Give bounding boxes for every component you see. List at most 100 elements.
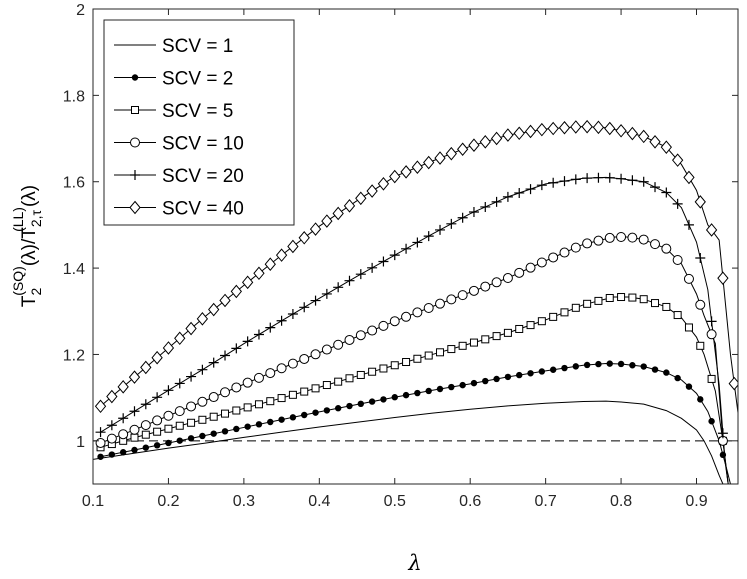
marker-scv-20: [627, 175, 638, 186]
marker-scv-20: [208, 357, 219, 368]
legend-label: SCV = 20: [162, 166, 244, 187]
marker-scv-2: [391, 394, 398, 401]
y-tick-label: 1.2: [63, 347, 85, 364]
legend: SCV = 1 SCV = 2 SCV = 5 SCV = 10 SCV = 20 SCV…: [103, 19, 295, 226]
marker-scv-2: [221, 428, 229, 435]
legend-marker: [130, 170, 140, 180]
marker-scv-5: [537, 317, 546, 326]
marker-scv-10: [355, 330, 366, 341]
marker-scv-20: [197, 364, 208, 375]
x-tick-label: 0.3: [233, 493, 255, 510]
legend-item-scv-1: SCV = 1: [114, 36, 233, 57]
marker-scv-40: [298, 230, 310, 245]
marker-scv-20: [231, 343, 242, 354]
marker-scv-20: [310, 295, 321, 306]
marker-scv-20: [650, 182, 661, 193]
marker-scv-40: [638, 129, 650, 144]
x-tick-label: 0.9: [685, 493, 707, 510]
x-tick-label: 0.8: [610, 493, 632, 510]
marker-scv-2: [425, 387, 432, 395]
marker-scv-40: [400, 165, 412, 179]
marker-scv-5: [707, 374, 716, 383]
marker-scv-40: [581, 119, 593, 134]
marker-scv-5: [277, 394, 286, 403]
marker-scv-40: [332, 206, 344, 221]
marker-scv-20: [367, 262, 378, 273]
marker-scv-10: [570, 242, 581, 253]
marker-scv-40: [717, 271, 729, 285]
y-label-tail: (λ): [19, 185, 40, 207]
marker-scv-20: [457, 212, 468, 223]
marker-scv-40: [219, 293, 231, 308]
marker-scv-40: [694, 195, 706, 209]
marker-scv-20: [355, 269, 366, 280]
marker-scv-40: [558, 120, 571, 135]
marker-scv-5: [390, 361, 399, 370]
marker-scv-40: [151, 350, 163, 365]
marker-scv-40: [683, 170, 695, 185]
marker-scv-20: [559, 176, 570, 187]
marker-scv-40: [660, 140, 672, 154]
marker-layer: [94, 119, 738, 460]
marker-scv-20: [706, 316, 717, 327]
marker-scv-2: [595, 360, 602, 368]
marker-scv-40: [468, 138, 480, 152]
legend-label: SCV = 1: [162, 36, 233, 57]
marker-scv-20: [333, 282, 344, 293]
marker-scv-10: [695, 299, 706, 310]
marker-scv-20: [446, 218, 457, 229]
marker-scv-40: [185, 321, 197, 336]
marker-scv-2: [323, 407, 331, 414]
y-label-sup1: (SQ): [10, 266, 26, 296]
marker-scv-40: [513, 126, 525, 141]
marker-scv-2: [708, 418, 715, 425]
marker-scv-2: [301, 411, 308, 419]
marker-scv-2: [312, 409, 319, 416]
marker-scv-2: [210, 430, 217, 437]
marker-scv-2: [583, 361, 591, 369]
marker-scv-40: [389, 169, 401, 184]
marker-scv-10: [582, 238, 593, 249]
marker-scv-40: [423, 155, 435, 170]
marker-scv-20: [129, 406, 140, 417]
marker-scv-10: [367, 325, 378, 336]
y-tick-label: 1.4: [63, 261, 85, 278]
marker-scv-2: [685, 383, 693, 390]
marker-scv-20: [276, 315, 287, 326]
marker-scv-40: [94, 399, 107, 414]
marker-scv-20: [480, 201, 491, 212]
marker-scv-10: [106, 433, 117, 444]
marker-scv-40: [321, 214, 333, 228]
marker-scv-40: [377, 177, 390, 191]
marker-scv-10: [208, 392, 219, 403]
marker-scv-10: [435, 298, 446, 309]
marker-scv-20: [604, 172, 615, 183]
marker-scv-2: [153, 442, 161, 449]
marker-scv-5: [345, 374, 354, 383]
marker-scv-20: [695, 253, 706, 264]
marker-scv-40: [592, 120, 605, 135]
marker-scv-10: [333, 339, 344, 350]
marker-scv-10: [310, 349, 321, 360]
y-label-base: T: [19, 295, 40, 307]
marker-scv-10: [378, 320, 389, 331]
marker-scv-10: [514, 267, 525, 278]
marker-scv-40: [536, 122, 548, 137]
marker-scv-5: [662, 302, 671, 311]
marker-scv-10: [457, 290, 468, 301]
marker-scv-40: [479, 135, 491, 149]
marker-scv-5: [492, 332, 501, 341]
marker-scv-2: [482, 377, 489, 385]
marker-scv-10: [129, 424, 140, 435]
marker-scv-20: [186, 371, 197, 382]
tick-layer: 0.1 0.2 0.3 0.4 0.5 0.6 0.7 0.8 0.9 1 1.2 1.4 1.6 1.8…: [63, 2, 738, 510]
marker-scv-10: [197, 396, 208, 407]
legend-marker: [129, 200, 141, 215]
marker-scv-40: [174, 331, 186, 346]
y-tick-label: 2: [76, 2, 85, 19]
marker-scv-2: [549, 366, 557, 373]
marker-scv-40: [705, 223, 718, 237]
marker-scv-2: [719, 451, 727, 459]
marker-scv-40: [456, 142, 469, 157]
